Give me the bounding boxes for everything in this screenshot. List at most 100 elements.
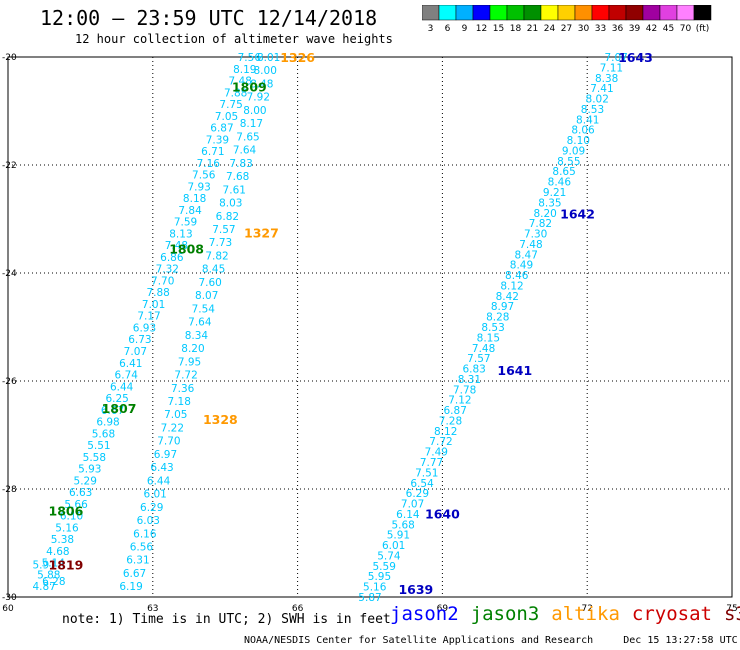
swh-value: 7.48	[165, 240, 188, 252]
swh-value: 6.29	[406, 488, 429, 500]
colorbar-label: 6	[445, 24, 451, 34]
swh-value: 8.53	[581, 104, 604, 116]
pass-number-label: 1807	[102, 401, 137, 416]
swh-value: 5.29	[74, 475, 97, 487]
swh-value: 9.09	[562, 145, 585, 157]
swh-value: 9.21	[543, 187, 566, 199]
swh-value: 7.48	[472, 343, 495, 355]
swh-value: 6.19	[119, 581, 142, 593]
lat-tick-label: -24	[2, 269, 17, 279]
swh-value: 6.31	[126, 555, 149, 567]
colorbar-label: 42	[646, 24, 657, 34]
swh-value: 8.46	[548, 177, 572, 189]
colorbar-swatch	[693, 5, 712, 21]
swh-value: 7.82	[529, 218, 552, 230]
swh-value: 8.12	[500, 280, 523, 292]
swh-value: 6.83	[462, 364, 485, 376]
swh-value: 7.05	[164, 409, 187, 421]
swh-value: 5.14	[42, 558, 66, 570]
swh-value: 7.83	[229, 158, 252, 170]
swh-value: 5.87	[358, 592, 381, 604]
swh-value: 6.67	[123, 568, 146, 580]
swh-value: 6.67	[101, 405, 124, 417]
swh-value: 6.56	[130, 542, 154, 554]
pass-number-label: 1809	[232, 80, 267, 95]
swh-value: 6.44	[147, 475, 171, 487]
swh-value: 7.72	[174, 370, 197, 382]
swh-value: 7.93	[187, 181, 210, 193]
swh-value: 8.48	[250, 78, 273, 90]
lon-tick-label: 60	[2, 604, 14, 614]
swh-value: 6.86	[160, 252, 184, 264]
lon-tick-label: 63	[147, 604, 158, 614]
swh-value: 6.44	[110, 381, 134, 393]
swh-value: 6.25	[105, 393, 128, 405]
swh-value: 6.28	[42, 576, 65, 588]
swh-value: 8.19	[233, 64, 256, 76]
swh-value: 8.38	[595, 73, 618, 85]
swh-value: 8.02	[586, 94, 609, 106]
swh-value: 7.70	[157, 436, 180, 448]
swh-value: 8.28	[486, 312, 509, 324]
swh-value: 7.59	[174, 217, 197, 229]
swh-value: 7.64	[233, 145, 257, 157]
swh-value: 7.61	[223, 184, 246, 196]
legend-item-jason2: jason2	[390, 603, 459, 625]
colorbar-label: (ft)	[696, 24, 710, 34]
swh-value: 6.10	[60, 511, 83, 523]
swh-value: 8.15	[477, 332, 500, 344]
swh-value: 8.47	[515, 249, 538, 261]
swh-value: 6.82	[216, 211, 239, 223]
colorbar-label: 30	[578, 24, 590, 34]
lat-tick-label: -20	[2, 53, 17, 63]
swh-value: 5.93	[78, 464, 101, 476]
swh-value: 8.46	[505, 270, 529, 282]
swh-value: 7.16	[197, 158, 221, 170]
swh-value: 8.45	[202, 264, 225, 276]
swh-value: 6.87	[210, 123, 233, 135]
swh-value: 7.65	[236, 131, 259, 143]
swh-value: 7.48	[229, 76, 252, 88]
swh-value: 7.57	[467, 353, 490, 365]
colorbar-label: 18	[510, 24, 522, 34]
swh-value: 6.98	[96, 417, 119, 429]
pass-number-label: 1328	[203, 412, 238, 427]
swh-value: 7.77	[420, 457, 443, 469]
swh-value: 8.35	[538, 197, 561, 209]
swh-value: 7.36	[171, 383, 195, 395]
lon-tick-label: 75	[726, 604, 737, 614]
note-text: note: 1) Time is in UTC; 2) SWH is in fe…	[62, 612, 391, 627]
swh-value: 6.01	[143, 489, 166, 501]
swh-value: 5.51	[87, 440, 110, 452]
pass-number-label: 1819	[49, 558, 84, 573]
page-subtitle: 12 hour collection of altimeter wave hei…	[75, 32, 393, 46]
pass-number-label: 1326	[280, 50, 315, 65]
swh-value: 8.00	[254, 65, 277, 77]
swh-value: 7.17	[137, 311, 160, 323]
colorbar-label: 70	[680, 24, 692, 34]
swh-value: 8.07	[195, 290, 218, 302]
swh-value: 8.13	[169, 228, 192, 240]
swh-value: 6.16	[133, 528, 157, 540]
pass-number-label: 1642	[560, 207, 595, 222]
legend-item-cryosat: cryosat	[631, 603, 712, 625]
swh-value: 7.56	[192, 170, 216, 182]
swh-value: 5.97	[33, 560, 56, 572]
map-frame	[7, 56, 733, 598]
lat-tick-label: -30	[2, 593, 17, 603]
swh-value: 5.16	[363, 582, 387, 594]
swh-value: 5.91	[387, 530, 410, 542]
swh-value: 7.07	[401, 499, 424, 511]
colorbar-label: 24	[544, 24, 556, 34]
swh-value: 6.63	[69, 487, 92, 499]
swh-value: 6.73	[128, 334, 151, 346]
footer-timestamp: Dec 15 13:27:58 UTC 2018	[623, 635, 740, 646]
colorbar-label: 9	[462, 24, 468, 34]
colorbar-label: 45	[663, 24, 674, 34]
swh-value: 5.68	[92, 428, 115, 440]
swh-value: 6.93	[133, 322, 156, 334]
lat-tick-label: -28	[2, 485, 17, 495]
swh-value: 5.66	[64, 499, 88, 511]
pass-number-label: 1806	[49, 504, 84, 519]
swh-value: 7.68	[226, 171, 249, 183]
